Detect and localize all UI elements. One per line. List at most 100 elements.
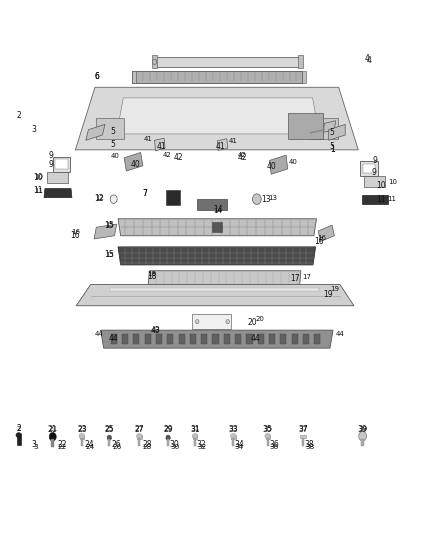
Bar <box>152 55 157 68</box>
Text: 42: 42 <box>173 153 183 162</box>
Ellipse shape <box>152 59 157 64</box>
Text: 28: 28 <box>142 444 152 450</box>
Text: 25: 25 <box>105 425 114 434</box>
Text: 43: 43 <box>152 327 160 333</box>
Polygon shape <box>44 189 72 198</box>
Bar <box>309 118 338 139</box>
Polygon shape <box>318 225 334 241</box>
Bar <box>302 438 304 446</box>
Text: 41: 41 <box>144 136 152 142</box>
Text: 41: 41 <box>216 142 226 151</box>
Bar <box>212 222 223 232</box>
Text: 44: 44 <box>95 331 104 337</box>
Bar <box>110 288 319 292</box>
Text: 33: 33 <box>229 426 238 432</box>
Bar <box>156 334 162 344</box>
Ellipse shape <box>253 194 261 205</box>
Polygon shape <box>269 155 288 174</box>
Bar <box>267 438 269 446</box>
Polygon shape <box>118 247 316 265</box>
Text: 26: 26 <box>112 444 121 450</box>
Text: 32: 32 <box>197 440 206 449</box>
Ellipse shape <box>16 433 21 438</box>
Text: 32: 32 <box>197 444 206 450</box>
Ellipse shape <box>137 433 142 439</box>
Text: 42: 42 <box>238 152 247 158</box>
Text: 5: 5 <box>110 140 115 149</box>
Bar <box>55 159 67 169</box>
Bar <box>258 334 264 344</box>
Bar <box>212 334 219 344</box>
Bar <box>303 334 309 344</box>
Ellipse shape <box>166 435 170 440</box>
Ellipse shape <box>226 319 230 324</box>
Text: 4: 4 <box>367 56 372 65</box>
Text: 24: 24 <box>85 440 95 449</box>
Text: 44: 44 <box>251 334 261 343</box>
Polygon shape <box>155 138 165 151</box>
Text: 34: 34 <box>235 444 244 450</box>
Bar <box>235 334 241 344</box>
Bar <box>292 334 298 344</box>
Text: 13: 13 <box>261 195 270 204</box>
Bar <box>364 176 385 188</box>
Ellipse shape <box>359 431 367 441</box>
Text: 39: 39 <box>358 425 367 434</box>
Bar <box>269 334 275 344</box>
Bar <box>167 334 173 344</box>
Text: 30: 30 <box>170 444 179 450</box>
Ellipse shape <box>107 435 112 440</box>
Text: 10: 10 <box>34 174 43 181</box>
Text: 31: 31 <box>191 426 200 432</box>
Polygon shape <box>148 271 301 288</box>
Text: 16: 16 <box>317 236 326 241</box>
Bar <box>166 190 180 205</box>
Text: 41: 41 <box>157 142 166 151</box>
Polygon shape <box>75 87 358 150</box>
Text: 2: 2 <box>16 424 21 433</box>
Bar <box>81 438 83 446</box>
Text: 40: 40 <box>131 160 140 168</box>
Text: 25: 25 <box>105 426 114 432</box>
Text: 10: 10 <box>389 179 398 184</box>
Text: 37: 37 <box>298 426 307 432</box>
Text: 37: 37 <box>298 425 308 434</box>
Bar <box>361 439 364 446</box>
Polygon shape <box>101 330 333 348</box>
Text: 21: 21 <box>48 425 57 434</box>
Bar <box>190 334 196 344</box>
Text: 31: 31 <box>190 425 200 434</box>
Text: 35: 35 <box>263 425 272 434</box>
Text: 27: 27 <box>134 425 144 434</box>
Bar <box>360 161 378 176</box>
Text: 15: 15 <box>105 222 114 228</box>
Polygon shape <box>94 224 117 239</box>
Text: 11: 11 <box>34 188 43 193</box>
Polygon shape <box>328 124 345 140</box>
Text: 3: 3 <box>32 440 36 449</box>
Text: 38: 38 <box>305 440 314 449</box>
Ellipse shape <box>49 432 56 441</box>
Bar <box>231 435 236 439</box>
Bar <box>363 164 375 173</box>
Bar <box>201 334 207 344</box>
Text: 6: 6 <box>95 72 99 81</box>
Bar <box>133 334 139 344</box>
Text: 11: 11 <box>388 196 397 201</box>
Text: 14: 14 <box>213 205 223 214</box>
Text: 9: 9 <box>372 156 377 165</box>
Text: 43: 43 <box>151 326 161 335</box>
Bar <box>298 55 304 68</box>
Text: 12: 12 <box>95 195 104 201</box>
Text: 7: 7 <box>143 189 148 198</box>
Text: 23: 23 <box>77 425 87 434</box>
Text: 18: 18 <box>147 271 156 277</box>
Polygon shape <box>362 195 388 204</box>
Polygon shape <box>118 219 317 236</box>
Bar <box>179 334 185 344</box>
Text: 29: 29 <box>163 426 173 432</box>
Polygon shape <box>323 120 336 132</box>
Bar <box>80 435 84 439</box>
Text: 20: 20 <box>255 316 264 322</box>
Bar <box>197 199 227 210</box>
